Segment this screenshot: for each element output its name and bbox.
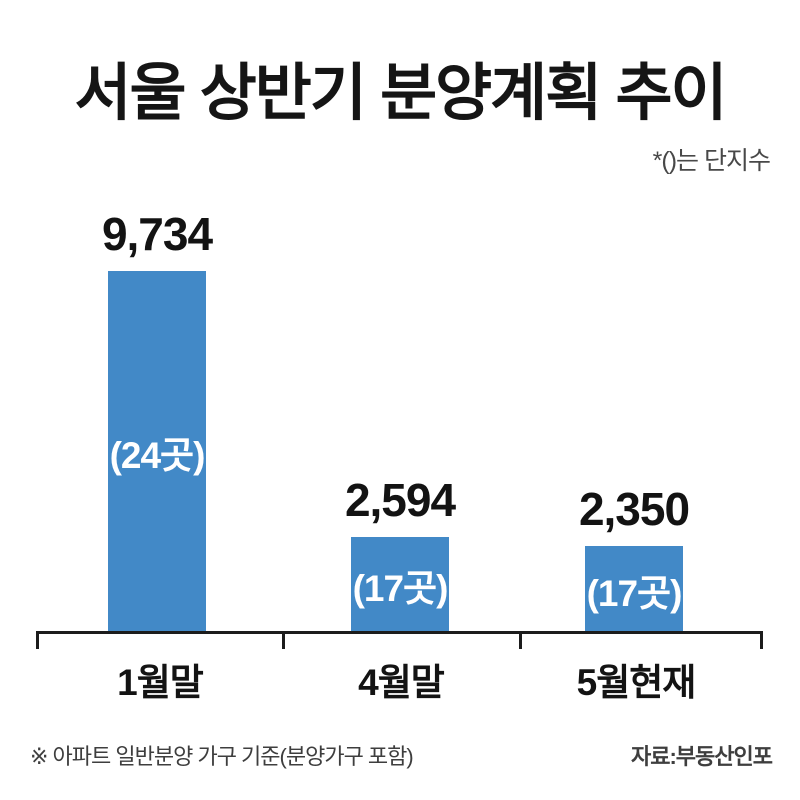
category-label: 1월말 xyxy=(117,662,204,703)
x-axis-line xyxy=(36,631,763,634)
page-title: 서울 상반기 분양계획 추이 xyxy=(74,59,727,128)
bar-value-label: 2,350 xyxy=(578,483,690,535)
footnote: ※ 아파트 일반분양 가구 기준(분양가구 포함) xyxy=(30,744,414,769)
x-axis-tick xyxy=(519,631,522,649)
bar-value-label: 2,594 xyxy=(344,474,456,526)
bar-group: 2,350 (17곳) xyxy=(579,483,690,633)
bar-complex-count: (24곳) xyxy=(109,435,206,476)
category-label: 4월말 xyxy=(358,662,445,703)
bar: (17곳) xyxy=(585,546,683,633)
x-axis-tick xyxy=(36,631,39,649)
category-label: 5월현재 xyxy=(576,662,697,703)
unit-note: *()는 단지수 xyxy=(652,147,771,175)
bar-complex-count: (17곳) xyxy=(586,572,683,614)
bar: (24곳) xyxy=(108,271,206,633)
bar-group: 9,734 (24곳) xyxy=(102,208,213,633)
bar-group: 2,594 (17곳) xyxy=(345,474,456,633)
bar-complex-count: (17곳) xyxy=(352,568,449,609)
bar-value-label: 9,734 xyxy=(101,208,213,260)
x-axis-tick xyxy=(760,631,763,649)
x-axis-tick xyxy=(282,631,285,649)
bar: (17곳) xyxy=(351,537,449,633)
source-label: 자료:부동산인포 xyxy=(630,744,773,769)
